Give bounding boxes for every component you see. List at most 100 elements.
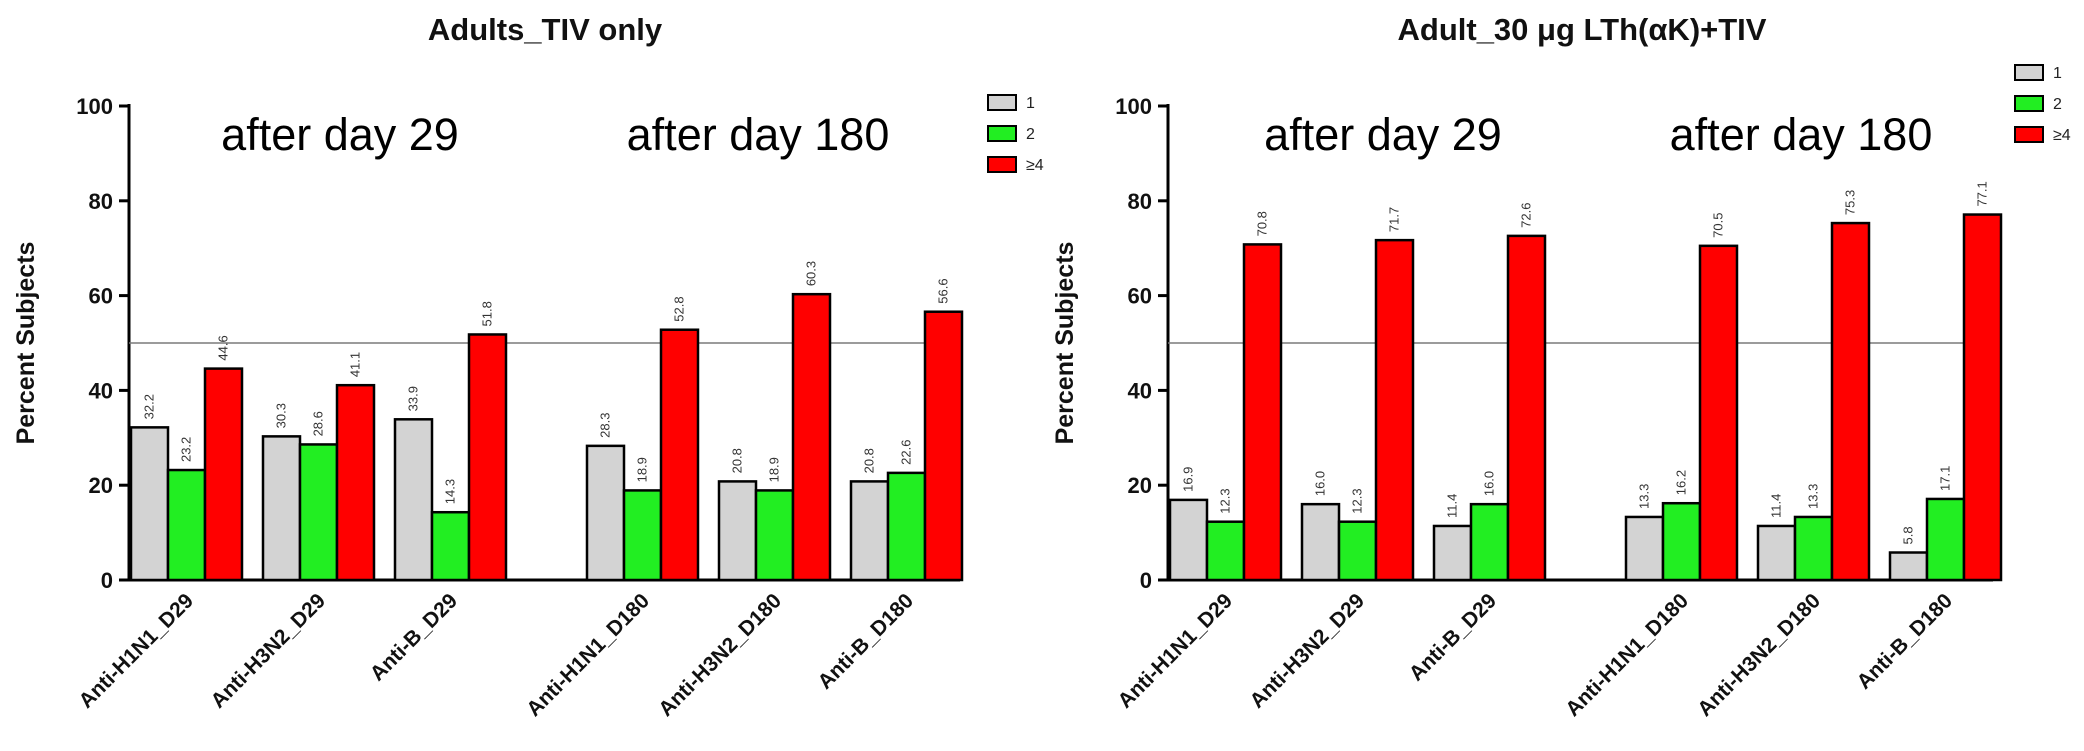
y-tick-label: 0 <box>101 568 113 593</box>
data-label: 16.0 <box>1313 471 1328 496</box>
y-tick-label: 20 <box>1128 473 1152 498</box>
data-label: 20.8 <box>730 448 745 473</box>
bar <box>166 468 207 582</box>
bar <box>791 292 832 582</box>
bar <box>1205 520 1246 582</box>
data-label: 22.6 <box>899 440 914 465</box>
x-tick-label: Anti-B_D29 <box>1405 589 1501 685</box>
bar <box>1888 551 1929 582</box>
data-label: 28.6 <box>311 411 326 436</box>
bar <box>1242 243 1283 582</box>
y-axis-label: Percent Subjects <box>12 242 40 445</box>
y-tick-label: 60 <box>89 284 113 309</box>
y-tick-label: 100 <box>1115 94 1152 119</box>
legend-label: ≥4 <box>1026 157 1044 174</box>
group-annotation: after day 29 <box>221 109 459 160</box>
bar <box>203 367 244 582</box>
bar <box>1830 221 1871 582</box>
bar <box>659 328 700 582</box>
bar <box>1374 238 1415 582</box>
legend-swatch <box>2014 64 2044 81</box>
bar <box>1432 524 1473 582</box>
bar <box>1925 497 1966 582</box>
bar <box>1661 501 1702 582</box>
y-tick-label: 40 <box>1128 378 1152 403</box>
bar <box>886 471 927 582</box>
bar <box>335 383 376 582</box>
data-label: 28.3 <box>598 413 613 438</box>
data-label: 12.3 <box>1218 488 1233 513</box>
legend-swatch <box>987 125 1017 142</box>
y-tick-label: 40 <box>89 378 113 403</box>
legend-label: ≥4 <box>2053 127 2071 144</box>
data-label: 70.5 <box>1711 213 1726 238</box>
bar <box>430 510 471 582</box>
data-label: 70.8 <box>1255 211 1270 236</box>
y-axis-label: Percent Subjects <box>1051 242 1079 445</box>
bar <box>849 480 890 582</box>
data-label: 41.1 <box>348 352 363 377</box>
data-label: 23.2 <box>179 437 194 462</box>
data-label: 30.3 <box>274 403 289 428</box>
bar <box>1506 234 1547 582</box>
group-annotation: after day 180 <box>627 109 890 160</box>
bar <box>1337 520 1378 582</box>
data-label: 14.3 <box>443 479 458 504</box>
x-tick-label: Anti-H1N1_D180 <box>522 589 654 721</box>
bar <box>622 489 663 582</box>
bar <box>1300 502 1341 582</box>
data-label: 75.3 <box>1843 190 1858 215</box>
data-label: 18.9 <box>635 457 650 482</box>
x-tick-label: Anti-B_D180 <box>1852 589 1957 694</box>
data-label: 52.8 <box>672 296 687 321</box>
x-tick-label: Anti-B_D180 <box>813 589 918 694</box>
x-tick-label: Anti-H1N1_D29 <box>1113 589 1237 713</box>
chart-panel-right: Adult_30 μg LTh(αK)+TIV Percent Subjects 0… <box>1051 12 2071 721</box>
y-tick-label: 80 <box>89 189 113 214</box>
chart-title: Adult_30 μg LTh(αK)+TIV <box>1398 12 1767 47</box>
data-label: 13.3 <box>1806 484 1821 509</box>
legend-swatch <box>2014 126 2044 143</box>
x-tick-label: Anti-H1N1_D29 <box>74 589 198 713</box>
data-label: 16.2 <box>1674 470 1689 495</box>
bar <box>1962 213 2003 582</box>
group-annotation: after day 29 <box>1264 109 1502 160</box>
data-label: 33.9 <box>406 386 421 411</box>
x-tick-label: Anti-H3N2_D29 <box>1245 589 1369 713</box>
bar <box>261 435 302 582</box>
bar <box>1624 515 1665 582</box>
data-label: 5.8 <box>1901 526 1916 544</box>
bar <box>923 310 964 582</box>
x-tick-label: Anti-B_D29 <box>366 589 462 685</box>
y-tick-label: 80 <box>1128 189 1152 214</box>
bar <box>1698 244 1739 582</box>
bar <box>1756 524 1797 582</box>
y-tick-label: 60 <box>1128 284 1152 309</box>
bar <box>717 480 758 582</box>
legend-swatch <box>2014 95 2044 112</box>
bar <box>393 418 434 582</box>
data-label: 32.2 <box>142 394 157 419</box>
x-tick-label: Anti-H1N1_D180 <box>1561 589 1693 721</box>
data-label: 51.8 <box>480 301 495 326</box>
chart-panel-left: Adults_TIV only Percent Subjects 0 20 40 60 80… <box>12 12 1044 721</box>
data-label: 56.6 <box>936 278 951 303</box>
data-label: 77.1 <box>1975 181 1990 206</box>
data-label: 18.9 <box>767 457 782 482</box>
data-label: 71.7 <box>1387 207 1402 232</box>
bar <box>1168 498 1209 582</box>
x-tick-label: Anti-H3N2_D29 <box>206 589 330 713</box>
data-label: 12.3 <box>1350 488 1365 513</box>
data-label: 13.3 <box>1637 484 1652 509</box>
data-label: 11.4 <box>1769 494 1784 518</box>
y-tick-label: 0 <box>1140 568 1152 593</box>
y-tick-label: 20 <box>89 473 113 498</box>
x-tick-label: Anti-H3N2_D180 <box>1693 589 1825 721</box>
bar <box>585 444 626 582</box>
data-label: 17.1 <box>1938 466 1953 491</box>
y-tick-label: 100 <box>76 94 113 119</box>
legend-label: 2 <box>2053 96 2062 113</box>
group-annotation: after day 180 <box>1670 109 1933 160</box>
x-tick-label: Anti-H3N2_D180 <box>654 589 786 721</box>
data-label: 44.6 <box>216 335 231 360</box>
